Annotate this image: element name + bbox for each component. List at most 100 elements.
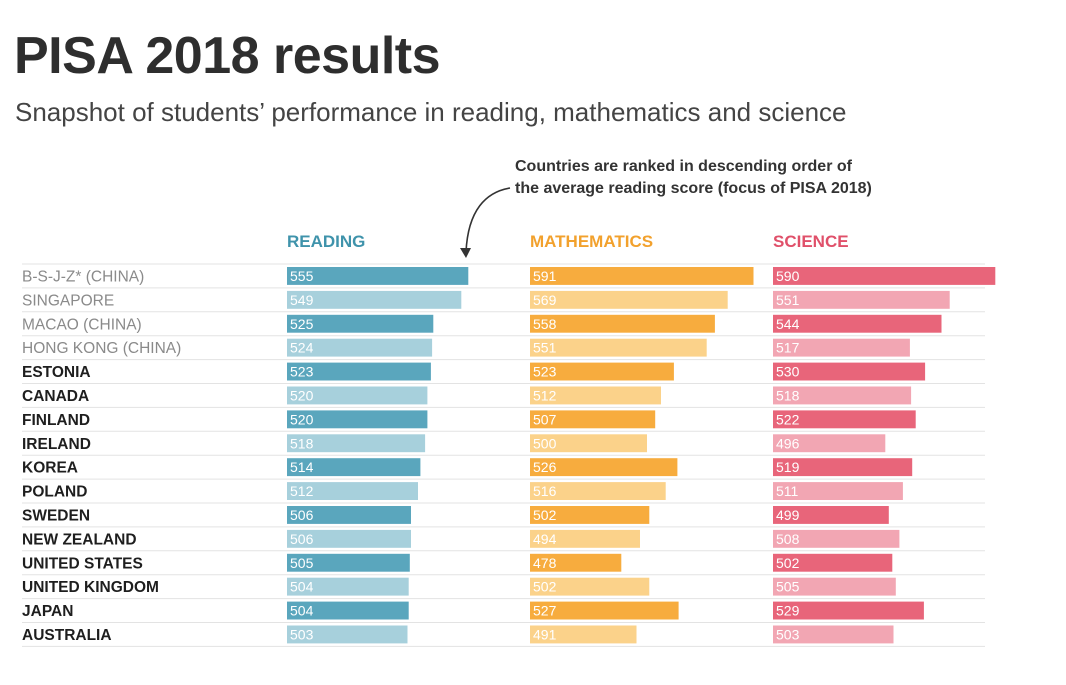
bar-value-label-reading: 555 <box>290 268 314 284</box>
bar-value-label-science: 519 <box>776 459 800 475</box>
bar-science <box>773 458 913 477</box>
bar-science <box>773 529 900 548</box>
bar-mathematics <box>530 625 637 644</box>
bar-value-label-science: 518 <box>776 387 800 403</box>
bar-mathematics <box>530 362 674 381</box>
bar-science <box>773 338 910 357</box>
bar-reading <box>287 458 421 477</box>
country-label: SWEDEN <box>22 507 90 524</box>
bar-science <box>773 314 942 333</box>
country-label: HONG KONG (CHINA) <box>22 340 181 357</box>
country-label: KOREA <box>22 460 78 477</box>
bar-science <box>773 601 924 620</box>
bar-value-label-science: 522 <box>776 411 800 427</box>
bar-value-label-reading: 549 <box>290 292 314 308</box>
ranking-note-line-2: the average reading score (focus of PISA… <box>515 180 872 197</box>
bar-mathematics <box>530 601 679 620</box>
bar-value-label-mathematics: 558 <box>533 316 557 332</box>
ranking-note-line-1: Countries are ranked in descending order… <box>515 158 852 175</box>
bar-value-label-mathematics: 591 <box>533 268 557 284</box>
country-label: POLAND <box>22 484 87 501</box>
country-label: B-S-J-Z* (CHINA) <box>22 268 144 285</box>
bar-value-label-reading: 525 <box>290 316 314 332</box>
bar-reading <box>287 290 462 309</box>
country-label: SINGAPORE <box>22 292 114 309</box>
bar-value-label-reading: 504 <box>290 579 314 595</box>
bar-science <box>773 553 893 572</box>
bar-science <box>773 267 996 285</box>
bar-reading <box>287 386 428 405</box>
bar-value-label-science: 505 <box>776 579 800 595</box>
bar-reading <box>287 553 410 572</box>
bar-science <box>773 410 916 429</box>
bar-value-label-mathematics: 526 <box>533 459 557 475</box>
bar-value-label-reading: 506 <box>290 507 314 523</box>
bar-reading <box>287 314 434 333</box>
bar-mathematics <box>530 577 650 596</box>
bar-value-label-science: 503 <box>776 626 800 642</box>
bar-value-label-mathematics: 551 <box>533 340 557 356</box>
bar-reading <box>287 601 409 620</box>
bar-science <box>773 434 886 453</box>
bar-reading <box>287 625 408 644</box>
bar-value-label-reading: 520 <box>290 411 314 427</box>
bar-value-label-science: 517 <box>776 340 800 356</box>
bar-mathematics <box>530 314 715 333</box>
bar-reading <box>287 410 428 429</box>
bar-value-label-mathematics: 478 <box>533 555 557 571</box>
column-header-mathematics: MATHEMATICS <box>530 232 653 251</box>
bar-mathematics <box>530 553 622 572</box>
bar-science <box>773 362 926 381</box>
bar-value-label-mathematics: 569 <box>533 292 557 308</box>
bar-mathematics <box>530 410 656 429</box>
bar-value-label-mathematics: 523 <box>533 364 557 380</box>
bar-mathematics <box>530 290 728 309</box>
bar-reading <box>287 338 433 357</box>
country-label: ESTONIA <box>22 364 91 381</box>
bar-science <box>773 290 950 309</box>
bar-mathematics <box>530 506 650 524</box>
bar-value-label-science: 511 <box>776 483 799 499</box>
country-label: JAPAN <box>22 603 73 620</box>
bar-mathematics <box>530 458 678 477</box>
bar-reading <box>287 577 409 596</box>
column-header-reading: READING <box>287 232 365 251</box>
bar-mathematics <box>530 338 707 357</box>
bar-mathematics <box>530 434 647 453</box>
bar-value-label-science: 508 <box>776 531 800 547</box>
bar-value-label-mathematics: 512 <box>533 387 557 403</box>
bar-value-label-science: 590 <box>776 268 800 284</box>
bar-mathematics <box>530 267 754 285</box>
bar-value-label-science: 544 <box>776 316 800 332</box>
bar-science <box>773 386 912 405</box>
bar-reading <box>287 362 431 381</box>
bar-value-label-mathematics: 502 <box>533 579 557 595</box>
country-label: IRELAND <box>22 436 91 453</box>
bar-value-label-mathematics: 507 <box>533 411 557 427</box>
country-label: CANADA <box>22 388 89 405</box>
bar-value-label-mathematics: 502 <box>533 507 557 523</box>
bar-science <box>773 482 903 500</box>
bar-value-label-reading: 520 <box>290 387 314 403</box>
bar-value-label-reading: 514 <box>290 459 314 475</box>
page-title: PISA 2018 results <box>14 27 441 85</box>
bar-value-label-mathematics: 494 <box>533 531 557 547</box>
bar-value-label-reading: 505 <box>290 555 314 571</box>
country-label: AUSTRALIA <box>22 627 112 644</box>
bar-value-label-science: 551 <box>776 292 800 308</box>
bar-science <box>773 577 896 596</box>
column-header-science: SCIENCE <box>773 232 849 251</box>
bar-value-label-mathematics: 491 <box>533 626 557 642</box>
bar-mathematics <box>530 386 661 405</box>
bar-value-label-reading: 503 <box>290 626 314 642</box>
bar-value-label-reading: 524 <box>290 340 314 356</box>
country-label: FINLAND <box>22 412 90 429</box>
arrow-head <box>460 248 471 258</box>
bar-value-label-science: 530 <box>776 364 800 380</box>
bar-value-label-science: 502 <box>776 555 800 571</box>
bar-science <box>773 625 894 644</box>
bar-value-label-mathematics: 527 <box>533 603 557 619</box>
bar-value-label-reading: 506 <box>290 531 314 547</box>
